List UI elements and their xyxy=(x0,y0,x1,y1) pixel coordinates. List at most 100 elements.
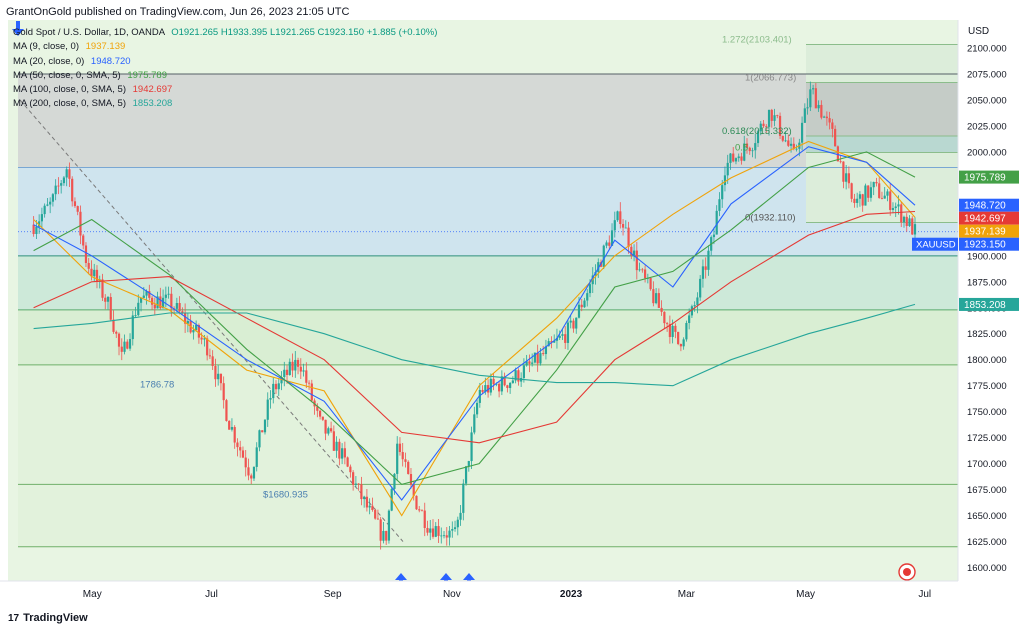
candle-body xyxy=(283,369,286,378)
candle-body xyxy=(778,115,782,136)
candle-body xyxy=(759,123,762,132)
candle-body xyxy=(261,430,264,433)
candle-body xyxy=(891,208,895,210)
candle-body xyxy=(49,201,52,205)
ma-line-ma9 xyxy=(33,140,916,517)
candle-body xyxy=(630,246,633,256)
price-label-box xyxy=(959,224,1019,238)
candle-body xyxy=(900,204,903,223)
candle-body xyxy=(531,362,534,364)
ma-line-ma200 xyxy=(33,303,916,387)
candle-body xyxy=(51,194,55,202)
candle-body xyxy=(184,312,187,324)
candle-body xyxy=(762,123,765,127)
candle-body xyxy=(467,461,470,467)
candle-body xyxy=(781,135,784,141)
candle-body xyxy=(429,528,432,533)
candle-body xyxy=(902,216,906,223)
candle-body xyxy=(418,509,421,511)
candle-body xyxy=(200,337,203,340)
x-tick-label: May xyxy=(796,589,815,600)
candle-body xyxy=(79,211,82,236)
candle-body xyxy=(492,378,495,385)
candle-body xyxy=(682,339,685,347)
candle-body xyxy=(285,369,289,375)
candle-body xyxy=(693,305,696,307)
candle-body xyxy=(635,250,638,271)
candle-body xyxy=(685,322,688,340)
candle-body xyxy=(522,365,525,379)
candle-body xyxy=(123,341,126,352)
candle-body xyxy=(71,178,74,202)
candle-body xyxy=(274,383,278,390)
zone-green xyxy=(18,309,958,365)
price-label-text: 1975.789 xyxy=(964,173,1006,184)
ma-line-ma20 xyxy=(33,146,916,501)
candle-body xyxy=(575,317,578,329)
candle-body xyxy=(577,304,581,318)
candle-body xyxy=(250,475,253,479)
candle-body xyxy=(809,89,812,108)
candle-body xyxy=(789,143,793,146)
candle-body xyxy=(756,131,760,144)
x-tick-label: 2023 xyxy=(560,589,583,600)
candle-body xyxy=(327,428,330,434)
y-tick-label: 1600.000 xyxy=(967,563,1007,574)
candle-body xyxy=(137,302,140,316)
candle-body xyxy=(159,296,162,309)
candle-body xyxy=(128,339,132,349)
candle-body xyxy=(740,156,743,161)
legend-ma20: MA (20, close, 0) 1948.720 xyxy=(13,55,437,69)
candle-body xyxy=(222,383,225,401)
candle-body xyxy=(258,430,261,448)
y-tick-label: 2100.000 xyxy=(967,44,1007,55)
candle-body xyxy=(109,297,112,320)
annotation-label: $1680.935 xyxy=(263,489,308,500)
price-label-box xyxy=(959,237,1019,251)
candle-body xyxy=(307,382,311,384)
tradingview-logo[interactable]: 17 TradingView xyxy=(8,612,88,624)
candle-body xyxy=(236,442,239,448)
candle-body xyxy=(244,457,247,468)
legend: Gold Spot / U.S. Dollar, 1D, OANDA O1921… xyxy=(13,26,437,112)
candle-body xyxy=(869,187,873,198)
candle-body xyxy=(203,338,206,340)
candle-body xyxy=(726,162,729,176)
time-axis-bg xyxy=(0,581,1024,610)
candle-body xyxy=(379,519,382,541)
candle-body xyxy=(566,322,570,343)
candle-body xyxy=(426,527,429,533)
legend-ma50: MA (50, close, 0, SMA, 5) 1975.789 xyxy=(13,69,437,83)
candle-body xyxy=(610,230,614,246)
candle-body xyxy=(62,177,66,184)
candle-body xyxy=(542,353,545,355)
candle-body xyxy=(825,116,828,119)
candle-body xyxy=(679,344,682,347)
candle-body xyxy=(456,519,459,528)
candle-body xyxy=(666,323,669,325)
y-tick-label: 1700.000 xyxy=(967,459,1007,470)
x-tick-label: May xyxy=(83,589,102,600)
y-tick-label: 2075.000 xyxy=(967,70,1007,81)
legend-ma200-label: MA (200, close, 0, SMA, 5) xyxy=(13,98,126,110)
candle-body xyxy=(913,224,917,235)
candle-body xyxy=(555,337,559,341)
candle-body xyxy=(632,250,636,256)
y-tick-label: 1875.000 xyxy=(967,277,1007,288)
candle-body xyxy=(352,472,355,485)
annotation-label: 1(2066.773) xyxy=(745,73,796,84)
candle-body xyxy=(715,210,718,235)
candle-body xyxy=(139,297,143,303)
candle-body xyxy=(228,420,231,430)
x-tick-label: Sep xyxy=(324,589,342,600)
candle-body xyxy=(616,211,619,221)
down-arrow-icon xyxy=(12,21,24,36)
legend-ma9: MA (9, close, 0) 1937.139 xyxy=(13,40,437,54)
candle-body xyxy=(811,88,815,90)
y-tick-label: 1625.000 xyxy=(967,537,1007,548)
candle-body xyxy=(462,483,465,513)
chart-area[interactable]: 1786.78 $1680.935 1.272(2103.401) 1(2066.77… xyxy=(0,20,1024,610)
candle-body xyxy=(638,269,641,271)
candle-body xyxy=(134,315,137,316)
candle-body xyxy=(795,148,798,150)
